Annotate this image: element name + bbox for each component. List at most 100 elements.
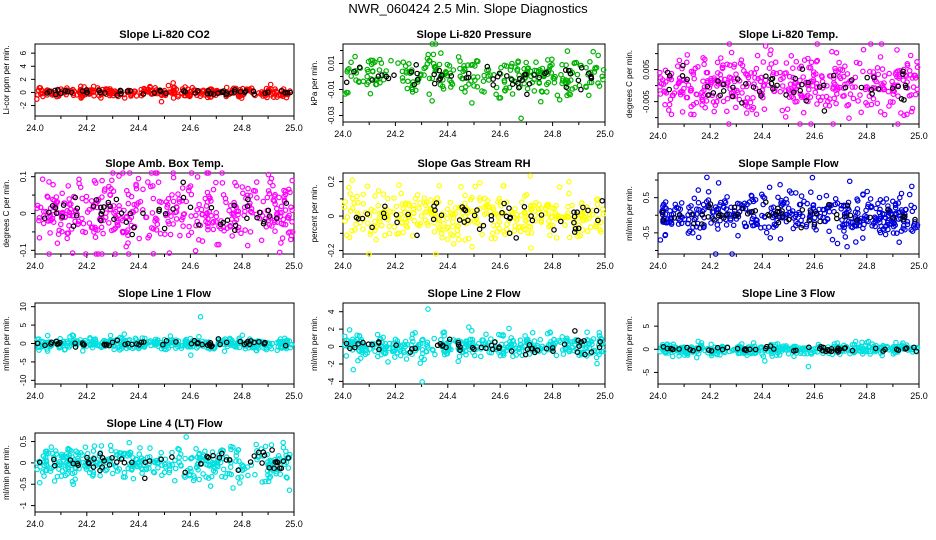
data-point	[209, 449, 216, 455]
data-point	[365, 58, 372, 65]
reference-point	[192, 90, 199, 96]
data-point	[426, 75, 433, 82]
data-point	[193, 445, 199, 452]
data-point	[733, 71, 739, 78]
y-tick-label: -4	[327, 377, 336, 385]
reference-point	[765, 211, 771, 218]
reference-point	[902, 82, 909, 89]
x-tick-label: 24.4	[439, 261, 457, 271]
data-point	[566, 234, 573, 241]
data-point	[188, 352, 194, 358]
data-point	[830, 84, 837, 90]
data-point	[158, 98, 165, 105]
data-point	[528, 245, 534, 251]
reference-point	[41, 215, 48, 222]
data-point	[179, 185, 186, 191]
data-point	[549, 56, 555, 63]
data-point	[529, 206, 536, 212]
data-point	[572, 84, 578, 91]
data-point	[854, 206, 861, 212]
data-point	[838, 202, 845, 209]
reference-point	[513, 235, 520, 241]
y-tick-label: -0.005	[642, 90, 651, 113]
data-point	[280, 444, 287, 451]
data-point	[896, 194, 903, 201]
data-point	[121, 450, 128, 457]
data-point	[551, 205, 557, 212]
data-point	[43, 208, 49, 215]
data-point	[205, 223, 211, 230]
data-point	[504, 221, 510, 228]
data-point	[166, 469, 173, 476]
data-point	[120, 170, 126, 176]
data-point	[742, 99, 748, 105]
reference-point	[381, 214, 388, 221]
reference-point	[156, 206, 163, 213]
data-point	[412, 195, 419, 202]
data-point	[829, 48, 835, 55]
reference-point	[256, 339, 262, 345]
data-point	[820, 214, 826, 221]
data-point	[424, 220, 430, 227]
data-point	[745, 74, 752, 81]
data-point	[797, 121, 803, 127]
data-point	[364, 183, 371, 190]
data-point	[885, 88, 892, 95]
data-point	[283, 339, 290, 346]
data-point	[196, 476, 203, 483]
data-point	[796, 209, 802, 216]
data-point	[565, 203, 571, 210]
data-point	[668, 215, 675, 221]
data-point	[227, 464, 234, 470]
y-tick-label: -0.1	[19, 243, 28, 257]
data-point	[469, 100, 475, 106]
reference-point	[790, 89, 797, 96]
reference-point	[576, 343, 582, 350]
x-tick-label: 24.6	[182, 519, 200, 529]
data-point	[834, 340, 841, 346]
reference-point	[734, 76, 741, 82]
reference-point	[456, 217, 463, 223]
data-point	[276, 249, 283, 256]
data-point	[679, 65, 685, 72]
data-point	[728, 204, 734, 211]
data-point	[432, 351, 438, 358]
x-tick-label: 24.8	[233, 391, 251, 401]
data-point	[285, 465, 292, 471]
data-point	[767, 51, 773, 58]
data-point	[267, 81, 274, 88]
data-point	[541, 73, 547, 80]
data-point	[845, 205, 851, 212]
data-point	[494, 212, 501, 218]
reference-point	[670, 346, 676, 353]
data-point	[749, 106, 755, 113]
reference-point	[543, 345, 550, 352]
data-point	[186, 184, 192, 191]
data-point	[594, 201, 601, 208]
reference-point	[382, 203, 388, 210]
data-point	[789, 65, 796, 72]
reference-point	[731, 204, 738, 211]
data-point	[376, 67, 383, 73]
reference-point	[226, 456, 233, 463]
reference-point	[62, 88, 68, 94]
data-point	[727, 86, 733, 92]
data-point	[121, 469, 128, 476]
reference-point	[91, 456, 97, 462]
data-point	[204, 199, 211, 205]
data-point	[116, 347, 123, 353]
data-point	[239, 332, 246, 339]
reference-point	[245, 338, 251, 345]
data-point	[732, 104, 739, 111]
reference-point	[70, 223, 77, 230]
reference-point	[490, 82, 497, 88]
data-point	[798, 94, 805, 101]
reference-point	[833, 211, 840, 218]
x-tick-label: 24.8	[233, 519, 251, 529]
reference-point	[141, 339, 147, 345]
reference-point	[278, 88, 285, 94]
data-point	[178, 343, 184, 349]
data-point	[839, 217, 845, 223]
reference-point	[124, 88, 131, 94]
data-point	[583, 216, 589, 223]
